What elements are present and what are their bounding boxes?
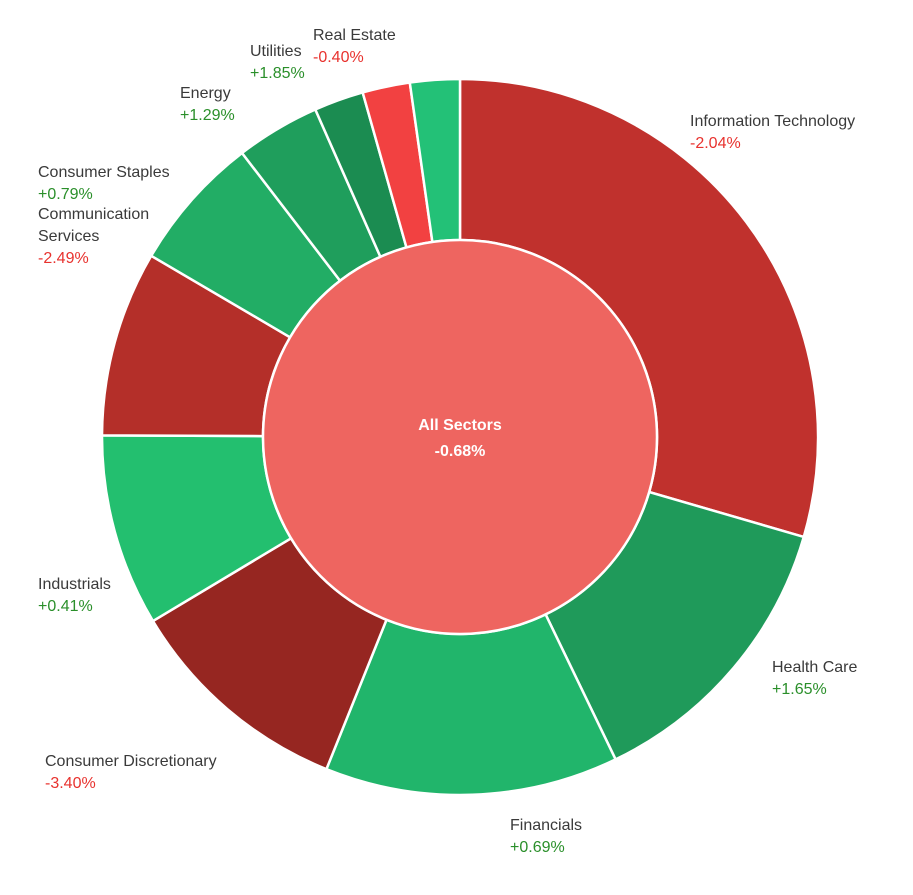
- slices-group: [100, 77, 820, 797]
- label-name-consumer-discretionary: Consumer Discretionary: [45, 753, 217, 770]
- label-value-real-estate: -0.40%: [313, 49, 364, 66]
- label-name-real-estate: Real Estate: [313, 27, 396, 44]
- label-name-communication-services-1: Communication: [38, 206, 149, 223]
- label-name-communication-services-2: Services: [38, 228, 99, 245]
- label-value-energy: +1.29%: [180, 107, 235, 124]
- label-value-industrials: +0.41%: [38, 598, 93, 615]
- label-value-consumer-discretionary: -3.40%: [45, 775, 96, 792]
- label-name-health-care: Health Care: [772, 659, 857, 676]
- label-name-energy: Energy: [180, 85, 231, 102]
- label-name-consumer-staples: Consumer Staples: [38, 164, 170, 181]
- center-value: -0.68%: [435, 443, 486, 460]
- label-value-health-care: +1.65%: [772, 681, 827, 698]
- labels-group: Information Technology -2.04% Health Care +…: [38, 27, 857, 856]
- label-name-information-technology: Information Technology: [690, 113, 855, 130]
- label-value-utilities: +1.85%: [250, 65, 305, 82]
- label-value-financials: +0.69%: [510, 839, 565, 856]
- label-value-consumer-staples: +0.79%: [38, 186, 93, 203]
- label-value-information-technology: -2.04%: [690, 135, 741, 152]
- center-label: All Sectors: [418, 417, 502, 434]
- label-name-utilities: Utilities: [250, 43, 302, 60]
- center-all-sectors-disc[interactable]: [261, 238, 659, 636]
- label-name-financials: Financials: [510, 817, 582, 834]
- label-value-communication-services: -2.49%: [38, 250, 89, 267]
- label-name-industrials: Industrials: [38, 576, 111, 593]
